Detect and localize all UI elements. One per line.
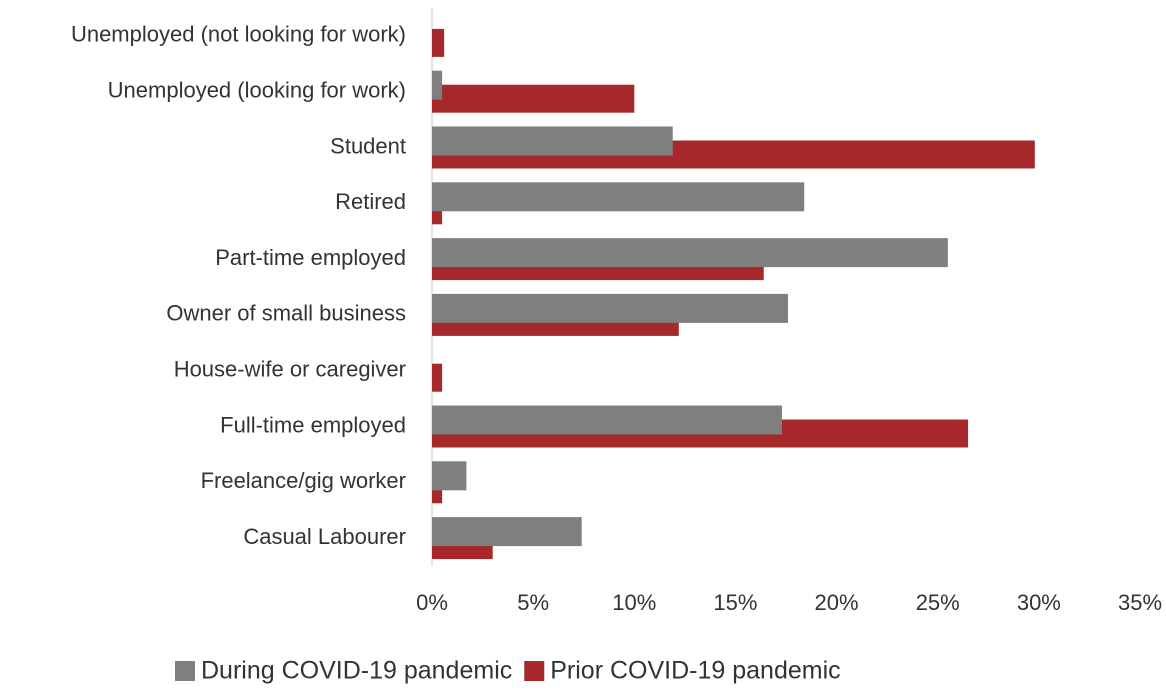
x-tick-label: 10% — [612, 590, 656, 615]
bar — [432, 84, 635, 113]
y-tick-label: Casual Labourer — [243, 524, 406, 549]
bar — [432, 363, 443, 392]
x-tick-label: 5% — [517, 590, 549, 615]
y-tick-label: Owner of small business — [166, 301, 406, 326]
legend-swatch — [175, 661, 195, 681]
legend-label: Prior COVID-19 pandemic — [550, 657, 840, 685]
y-tick-label: Student — [330, 133, 406, 158]
y-tick-label: Retired — [335, 189, 406, 214]
y-tick-label: Unemployed (looking for work) — [108, 78, 406, 103]
bar — [432, 461, 467, 491]
x-tick-label: 15% — [713, 590, 757, 615]
y-tick-label: Freelance/gig worker — [201, 468, 406, 493]
bar — [432, 182, 805, 212]
legend-label: During COVID-19 pandemic — [201, 657, 512, 685]
y-tick-label: Unemployed (not looking for work) — [71, 22, 406, 47]
x-tick-label: 20% — [815, 590, 859, 615]
x-tick-label: 0% — [416, 590, 448, 615]
x-tick-label: 25% — [916, 590, 960, 615]
bar — [432, 28, 445, 57]
y-tick-label: House-wife or caregiver — [174, 357, 406, 382]
x-tick-label: 35% — [1118, 590, 1162, 615]
bar — [432, 293, 789, 323]
legend: During COVID-19 pandemic Prior COVID-19 p… — [175, 657, 841, 685]
bar — [432, 517, 582, 547]
x-tick-label: 30% — [1017, 590, 1061, 615]
bar — [432, 126, 673, 156]
bar — [432, 238, 948, 268]
bar — [432, 70, 443, 100]
y-tick-label: Part-time employed — [215, 245, 406, 270]
legend-swatch — [524, 661, 545, 681]
y-tick-label: Full-time employed — [220, 412, 406, 437]
bar — [432, 405, 782, 435]
